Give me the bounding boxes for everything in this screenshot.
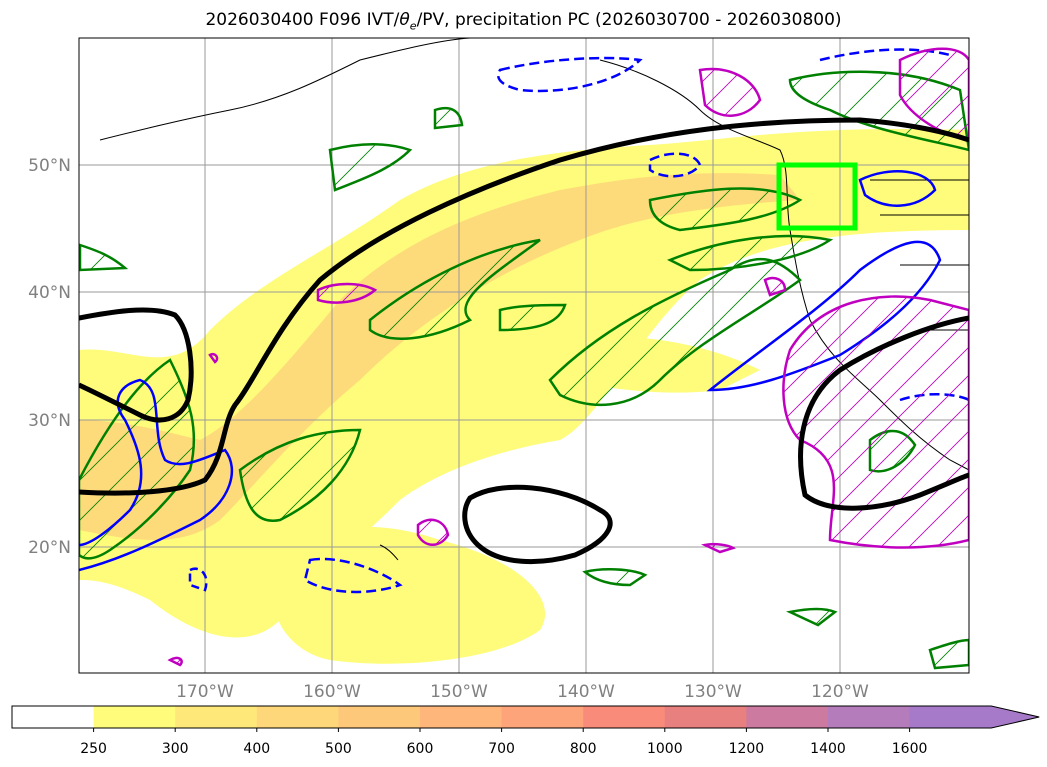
- colorbar-tick-label: 250: [80, 741, 107, 757]
- colorbar-tick-label: 400: [243, 741, 270, 757]
- pv-magenta-contours: [167, 47, 969, 667]
- colorbar-tick-label: 1200: [729, 741, 765, 757]
- lon-label-170w: 170°W: [176, 682, 234, 702]
- colorbar-swatch: [93, 706, 176, 728]
- title-suffix: /PV, precipitation PC (2026030700 - 2026…: [416, 10, 842, 30]
- colorbar-swatch: [12, 706, 95, 728]
- colorbar-tick-label: 300: [162, 741, 189, 757]
- map-area: [79, 38, 969, 673]
- colorbar-swatch: [420, 706, 503, 728]
- lon-label-140w: 140°W: [557, 682, 615, 702]
- lat-label-30: 30°N: [28, 411, 71, 431]
- colorbar-swatch: [828, 706, 911, 728]
- colorbar-tick-label: 500: [325, 741, 352, 757]
- map-frame: [78, 37, 970, 674]
- colorbar-swatch: [664, 706, 747, 728]
- colorbar-tick-label: 800: [570, 741, 597, 757]
- colorbar-extend-arrow: [909, 706, 1040, 728]
- lon-label-130w: 130°W: [684, 682, 742, 702]
- colorbar-tick-label: 600: [407, 741, 434, 757]
- title-theta: θ: [399, 10, 410, 30]
- colorbar-tick-label: 1600: [892, 741, 928, 757]
- region-box: [776, 162, 858, 231]
- map-title: 2026030400 F096 IVT/θe/PV, precipitation…: [0, 10, 1047, 32]
- lat-labels: 50°N 40°N 30°N 20°N: [28, 156, 71, 558]
- colorbar-swatch: [583, 706, 666, 728]
- lat-label-50: 50°N: [28, 156, 71, 176]
- colorbar-swatch: [746, 706, 829, 728]
- precip-green-contours: [79, 70, 969, 670]
- colorbar-tick-label: 1000: [647, 741, 683, 757]
- thetae-black-contours: [79, 117, 969, 564]
- colorbar: 250 300 400 500 600 700 800 1000 1200 1400 1600: [11, 705, 1040, 757]
- colorbar-tick-label: 1400: [810, 741, 846, 757]
- colorbar-swatch: [501, 706, 584, 728]
- lon-label-150w: 150°W: [430, 682, 488, 702]
- colorbar-tick-label: 700: [488, 741, 515, 757]
- lat-label-40: 40°N: [28, 283, 71, 303]
- lat-label-20: 20°N: [28, 538, 71, 558]
- lon-label-120w: 120°W: [811, 682, 869, 702]
- title-prefix: 2026030400 F096 IVT/: [205, 10, 400, 30]
- colorbar-swatch: [175, 706, 258, 728]
- lon-label-160w: 160°W: [303, 682, 361, 702]
- lon-labels: 170°W 160°W 150°W 140°W 130°W 120°W: [176, 682, 869, 702]
- colorbar-swatch: [338, 706, 421, 728]
- colorbar-swatch: [256, 706, 339, 728]
- title-theta-sub: e: [409, 19, 417, 33]
- colorbar-outline: [11, 705, 1040, 729]
